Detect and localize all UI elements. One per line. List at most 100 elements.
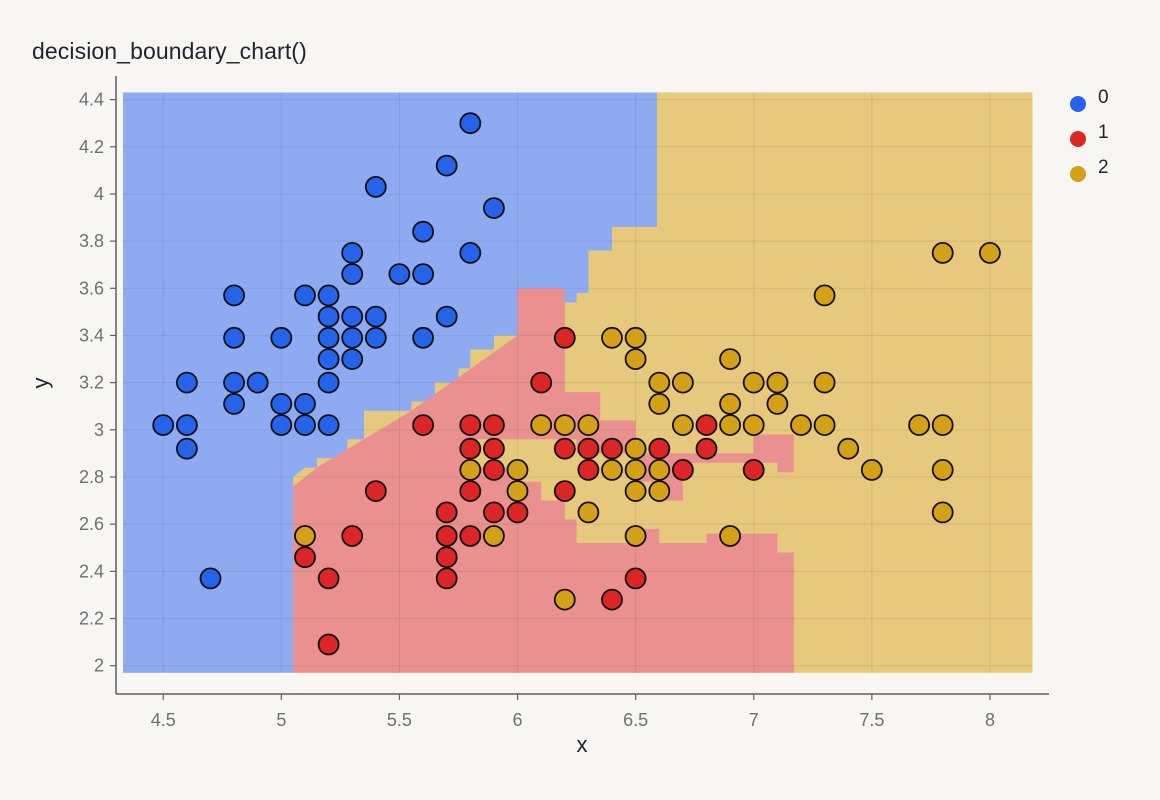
- data-point-class-2: [860, 458, 883, 481]
- y-tick-label: 2.6: [79, 514, 104, 534]
- data-point-class-0: [341, 348, 364, 371]
- data-point-class-2: [506, 458, 529, 481]
- data-point-class-0: [435, 154, 458, 177]
- data-point-class-2: [837, 437, 860, 460]
- data-point-class-1: [577, 458, 600, 481]
- data-point-class-1: [482, 458, 505, 481]
- legend-marker-1[interactable]: [1070, 131, 1086, 147]
- data-point-class-1: [317, 633, 340, 656]
- data-point-class-2: [813, 284, 836, 307]
- data-point-class-0: [412, 326, 435, 349]
- data-point-class-2: [577, 414, 600, 437]
- x-tick-label: 5: [276, 710, 286, 730]
- data-point-class-1: [695, 414, 718, 437]
- x-tick-label: 5.5: [387, 710, 412, 730]
- data-point-class-1: [482, 501, 505, 524]
- data-point-class-2: [648, 371, 671, 394]
- data-point-class-0: [246, 371, 269, 394]
- data-point-class-1: [364, 480, 387, 503]
- y-tick-label: 4.2: [79, 137, 104, 157]
- region-class-1: [293, 288, 794, 673]
- x-tick-label: 7: [749, 710, 759, 730]
- data-point-class-2: [719, 414, 741, 437]
- data-point-class-1: [742, 458, 765, 481]
- data-point-class-1: [695, 437, 718, 460]
- data-point-class-1: [672, 458, 694, 481]
- y-tick-label: 3.6: [79, 278, 104, 298]
- decision-regions: [123, 92, 1033, 673]
- data-point-class-1: [459, 437, 482, 460]
- data-point-class-2: [766, 371, 789, 394]
- data-point-class-0: [317, 348, 340, 371]
- legend-label-1[interactable]: 1: [1098, 122, 1109, 143]
- data-point-class-2: [530, 414, 553, 437]
- y-tick-label: 2: [94, 656, 104, 676]
- data-point-class-0: [317, 284, 340, 307]
- data-point-class-1: [601, 437, 623, 460]
- data-point-class-0: [341, 241, 364, 264]
- data-point-class-2: [624, 480, 647, 503]
- data-point-class-2: [624, 458, 647, 481]
- data-point-class-1: [601, 588, 623, 611]
- data-point-class-1: [553, 480, 576, 503]
- data-point-class-2: [459, 458, 482, 481]
- data-point-class-2: [624, 437, 647, 460]
- data-point-class-0: [199, 567, 222, 590]
- data-point-class-0: [364, 326, 387, 349]
- data-point-class-0: [412, 263, 435, 286]
- data-point-class-0: [270, 414, 293, 437]
- data-point-class-2: [931, 458, 954, 481]
- data-point-class-2: [601, 326, 623, 349]
- data-point-class-2: [672, 414, 694, 437]
- y-tick-label: 3.8: [79, 231, 104, 251]
- data-point-class-0: [175, 414, 198, 437]
- data-point-class-2: [672, 371, 694, 394]
- data-point-class-0: [459, 241, 482, 264]
- y-tick-label: 4: [94, 184, 104, 204]
- data-point-class-2: [648, 458, 671, 481]
- data-point-class-2: [790, 414, 812, 437]
- data-point-class-1: [412, 414, 435, 437]
- data-point-class-0: [270, 392, 293, 415]
- y-tick-label: 3: [94, 420, 104, 440]
- data-point-class-0: [223, 371, 246, 394]
- data-point-class-2: [506, 480, 529, 503]
- data-point-class-2: [931, 501, 954, 524]
- legend-label-2[interactable]: 2: [1098, 157, 1109, 178]
- data-point-class-0: [317, 326, 340, 349]
- data-point-class-2: [553, 588, 576, 611]
- legend[interactable]: 0 1 2: [1070, 87, 1109, 182]
- data-point-class-2: [931, 241, 954, 264]
- data-point-class-0: [294, 284, 316, 307]
- data-point-class-2: [601, 458, 623, 481]
- data-point-class-1: [341, 525, 364, 547]
- data-point-class-2: [979, 241, 1001, 264]
- data-point-class-2: [624, 326, 647, 349]
- data-point-class-2: [719, 525, 741, 547]
- data-point-class-0: [152, 414, 175, 437]
- data-point-class-0: [364, 175, 387, 198]
- data-point-class-2: [719, 392, 741, 415]
- data-point-class-0: [482, 197, 505, 220]
- data-point-class-0: [435, 305, 458, 328]
- data-point-class-0: [175, 437, 198, 460]
- x-tick-label: 4.5: [151, 710, 176, 730]
- data-point-class-2: [742, 371, 765, 394]
- y-tick-label: 2.4: [79, 561, 104, 581]
- data-point-class-1: [506, 501, 529, 524]
- legend-label-0[interactable]: 0: [1098, 87, 1109, 108]
- data-point-class-1: [317, 567, 340, 590]
- x-tick-label: 6: [513, 710, 523, 730]
- legend-marker-2[interactable]: [1070, 166, 1086, 182]
- data-point-class-2: [719, 348, 741, 371]
- x-axis-label: x: [577, 732, 588, 757]
- data-point-class-2: [553, 414, 576, 437]
- chart-title: decision_boundary_chart(): [32, 38, 307, 64]
- data-point-class-1: [553, 437, 576, 460]
- data-point-class-2: [931, 414, 954, 437]
- region-class-0: [123, 92, 657, 673]
- data-point-class-1: [294, 546, 316, 569]
- legend-marker-0[interactable]: [1070, 96, 1086, 112]
- data-point-class-2: [648, 392, 671, 415]
